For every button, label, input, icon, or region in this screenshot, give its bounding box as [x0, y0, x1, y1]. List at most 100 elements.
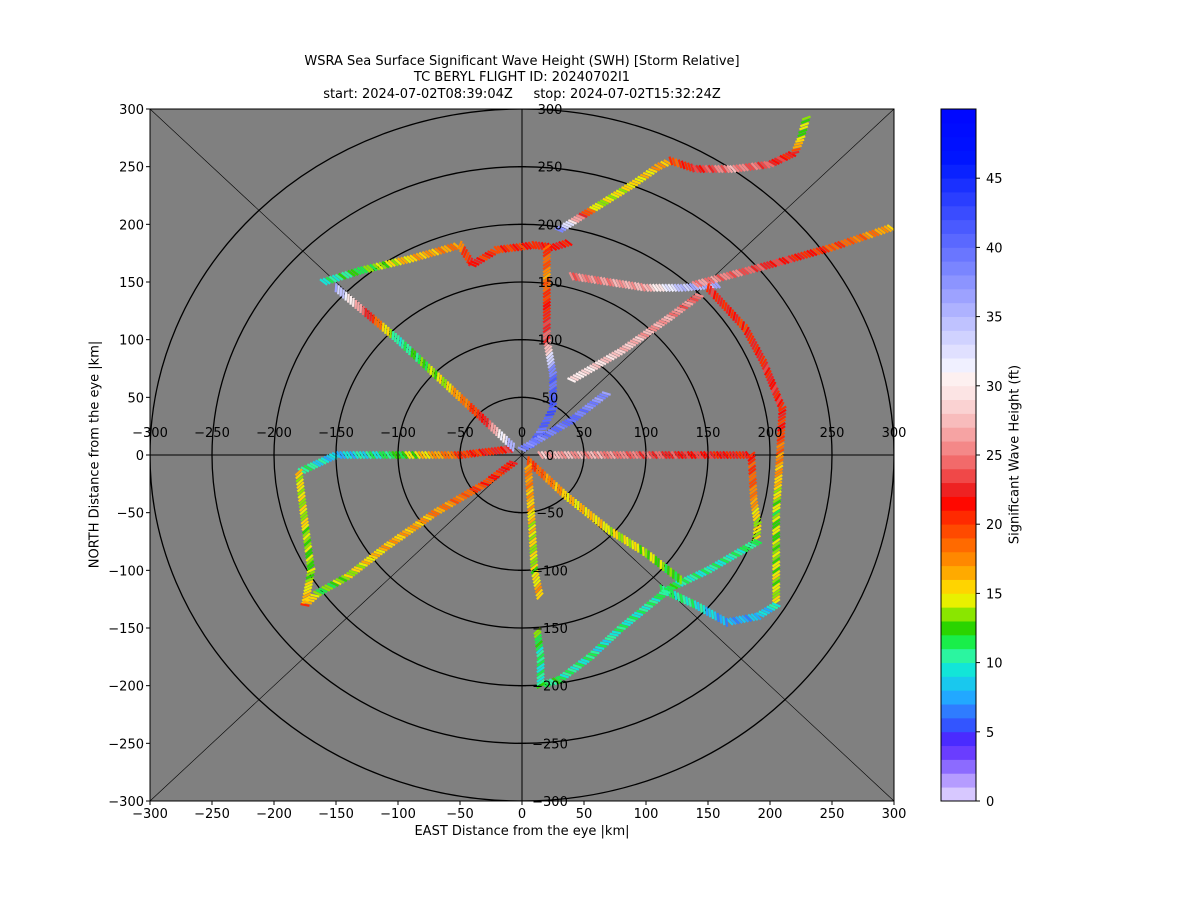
track-mark — [306, 563, 315, 572]
track-mark — [520, 444, 530, 451]
track-mark — [749, 487, 758, 495]
track-mark — [797, 131, 807, 138]
track-mark — [466, 400, 471, 410]
colorbar-tick-label: 30 — [986, 380, 1003, 395]
track-mark — [615, 450, 623, 460]
track-mark — [462, 450, 471, 459]
track-mark — [305, 557, 314, 565]
track-mark — [554, 227, 564, 233]
inner-y-tick-label: 250 — [538, 161, 563, 176]
track-mark — [579, 450, 587, 460]
track-mark — [772, 506, 781, 513]
track-mark — [556, 484, 561, 494]
colorbar-segment — [941, 524, 976, 539]
track-mark — [747, 265, 756, 274]
track-mark — [615, 278, 622, 288]
track-mark — [527, 514, 536, 522]
track-mark — [605, 450, 613, 460]
track-mark — [886, 224, 894, 232]
track-mark — [547, 360, 556, 369]
track-mark — [471, 404, 475, 415]
track-mark — [542, 316, 552, 324]
track-mark — [548, 395, 558, 403]
track-mark — [477, 448, 486, 457]
track-mark — [595, 645, 605, 650]
track-mark — [297, 491, 306, 499]
track-mark — [634, 450, 642, 460]
colorbar-tick-label: 10 — [986, 657, 1003, 672]
track-mark — [569, 416, 579, 421]
track-mark — [536, 591, 544, 601]
track-mark — [795, 138, 805, 143]
track-mark — [827, 243, 837, 251]
track-mark — [771, 521, 781, 529]
track-mark — [455, 495, 465, 502]
inner-x-tick-label: 0 — [518, 426, 526, 441]
track-mark — [773, 486, 783, 494]
track-mark — [752, 531, 762, 538]
track-mark — [628, 538, 632, 548]
track-mark — [545, 351, 554, 360]
track-mark — [673, 590, 678, 601]
track-mark — [542, 329, 552, 337]
track-mark — [620, 533, 624, 543]
track-mark — [548, 383, 558, 391]
track-mark — [412, 253, 421, 261]
track-mark — [467, 261, 477, 268]
track-mark — [719, 614, 723, 624]
track-mark — [528, 543, 538, 551]
track-mark — [821, 245, 830, 253]
track-mark — [525, 491, 535, 500]
y-tick-label: 50 — [127, 391, 144, 406]
track-mark — [779, 154, 789, 162]
track-mark — [366, 556, 376, 562]
track-mark — [528, 530, 537, 538]
track-mark — [394, 535, 404, 541]
track-mark — [526, 504, 536, 512]
track-mark — [535, 588, 544, 597]
track-mark — [777, 421, 786, 429]
colorbar-segment — [941, 358, 976, 373]
track-mark — [536, 666, 545, 674]
track-mark — [683, 450, 691, 460]
track-mark — [773, 490, 782, 497]
track-mark — [407, 450, 415, 460]
track-mark — [703, 567, 713, 574]
track-mark — [680, 577, 690, 585]
track-mark — [379, 320, 383, 330]
track-mark — [371, 450, 379, 460]
track-mark — [796, 252, 806, 260]
track-mark — [653, 323, 663, 329]
track-mark — [312, 460, 322, 468]
track-mark — [548, 407, 558, 411]
track-mark — [773, 157, 783, 164]
track-mark — [757, 352, 764, 362]
x-tick-label: −250 — [194, 807, 230, 822]
track-mark — [529, 550, 538, 558]
track-mark — [303, 541, 312, 550]
track-mark — [749, 494, 758, 502]
track-mark — [484, 251, 494, 258]
track-mark — [597, 643, 607, 648]
track-mark — [674, 158, 680, 168]
track-mark — [638, 607, 649, 613]
track-mark — [467, 257, 474, 267]
track-mark — [580, 273, 588, 283]
stop-time: stop: 2024-07-02T15:32:24Z — [533, 87, 721, 102]
track — [539, 538, 763, 689]
x-tick-label: 250 — [820, 807, 845, 822]
track-mark — [410, 450, 418, 460]
track-mark — [591, 362, 601, 369]
track-mark — [546, 450, 554, 460]
track-mark — [626, 536, 629, 547]
track-mark — [765, 161, 775, 168]
track-mark — [348, 569, 358, 575]
track-mark — [747, 457, 756, 466]
track-mark — [599, 276, 606, 286]
track-mark — [303, 464, 313, 472]
track-mark — [542, 259, 552, 267]
track-mark — [700, 568, 710, 575]
track-mark — [586, 207, 596, 214]
track-mark — [505, 445, 514, 454]
track-mark — [706, 276, 716, 284]
